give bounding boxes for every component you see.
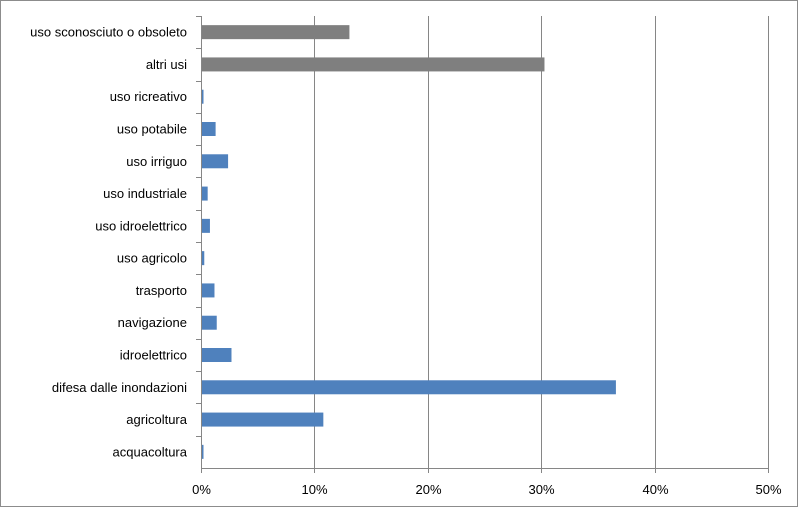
category-label: agricoltura [126, 412, 187, 427]
gridlines [196, 16, 769, 473]
bar [202, 57, 545, 72]
category-label: trasporto [136, 283, 187, 298]
bar [202, 25, 350, 40]
category-label: altri usi [146, 57, 187, 72]
bar [202, 283, 215, 298]
x-tick-label: 40% [642, 482, 668, 497]
bar [202, 218, 210, 233]
x-tick-label: 20% [415, 482, 441, 497]
bar [202, 315, 217, 330]
category-label: uso sconosciuto o obsoleto [30, 25, 187, 40]
x-tick-label: 30% [528, 482, 554, 497]
category-label: uso ricreativo [110, 89, 187, 104]
category-label: uso irriguo [126, 154, 187, 169]
x-tick-label: 10% [301, 482, 327, 497]
bar [202, 122, 216, 136]
category-labels: uso sconosciuto o obsoleto altri usi uso r… [30, 25, 188, 460]
x-tick-labels: 0% 10% 20% 30% 40% 50% [192, 482, 782, 497]
x-tick-label: 50% [755, 482, 781, 497]
category-label: difesa dalle inondazioni [52, 380, 187, 395]
bar [202, 154, 229, 169]
bar [202, 186, 208, 201]
category-label: uso industriale [103, 186, 187, 201]
bar [202, 89, 204, 104]
bar [202, 251, 205, 266]
bar [202, 412, 324, 427]
bar [202, 444, 204, 459]
x-tick-label: 0% [192, 482, 211, 497]
category-label: uso idroelettrico [95, 218, 187, 233]
category-label: uso agricolo [117, 251, 187, 266]
category-label: navigazione [118, 315, 187, 330]
bars [202, 25, 616, 459]
bar [202, 348, 232, 362]
category-label: uso potabile [117, 122, 187, 137]
category-label: acquacoltura [113, 444, 188, 459]
bar [202, 380, 616, 395]
category-label: idroelettrico [120, 348, 187, 363]
